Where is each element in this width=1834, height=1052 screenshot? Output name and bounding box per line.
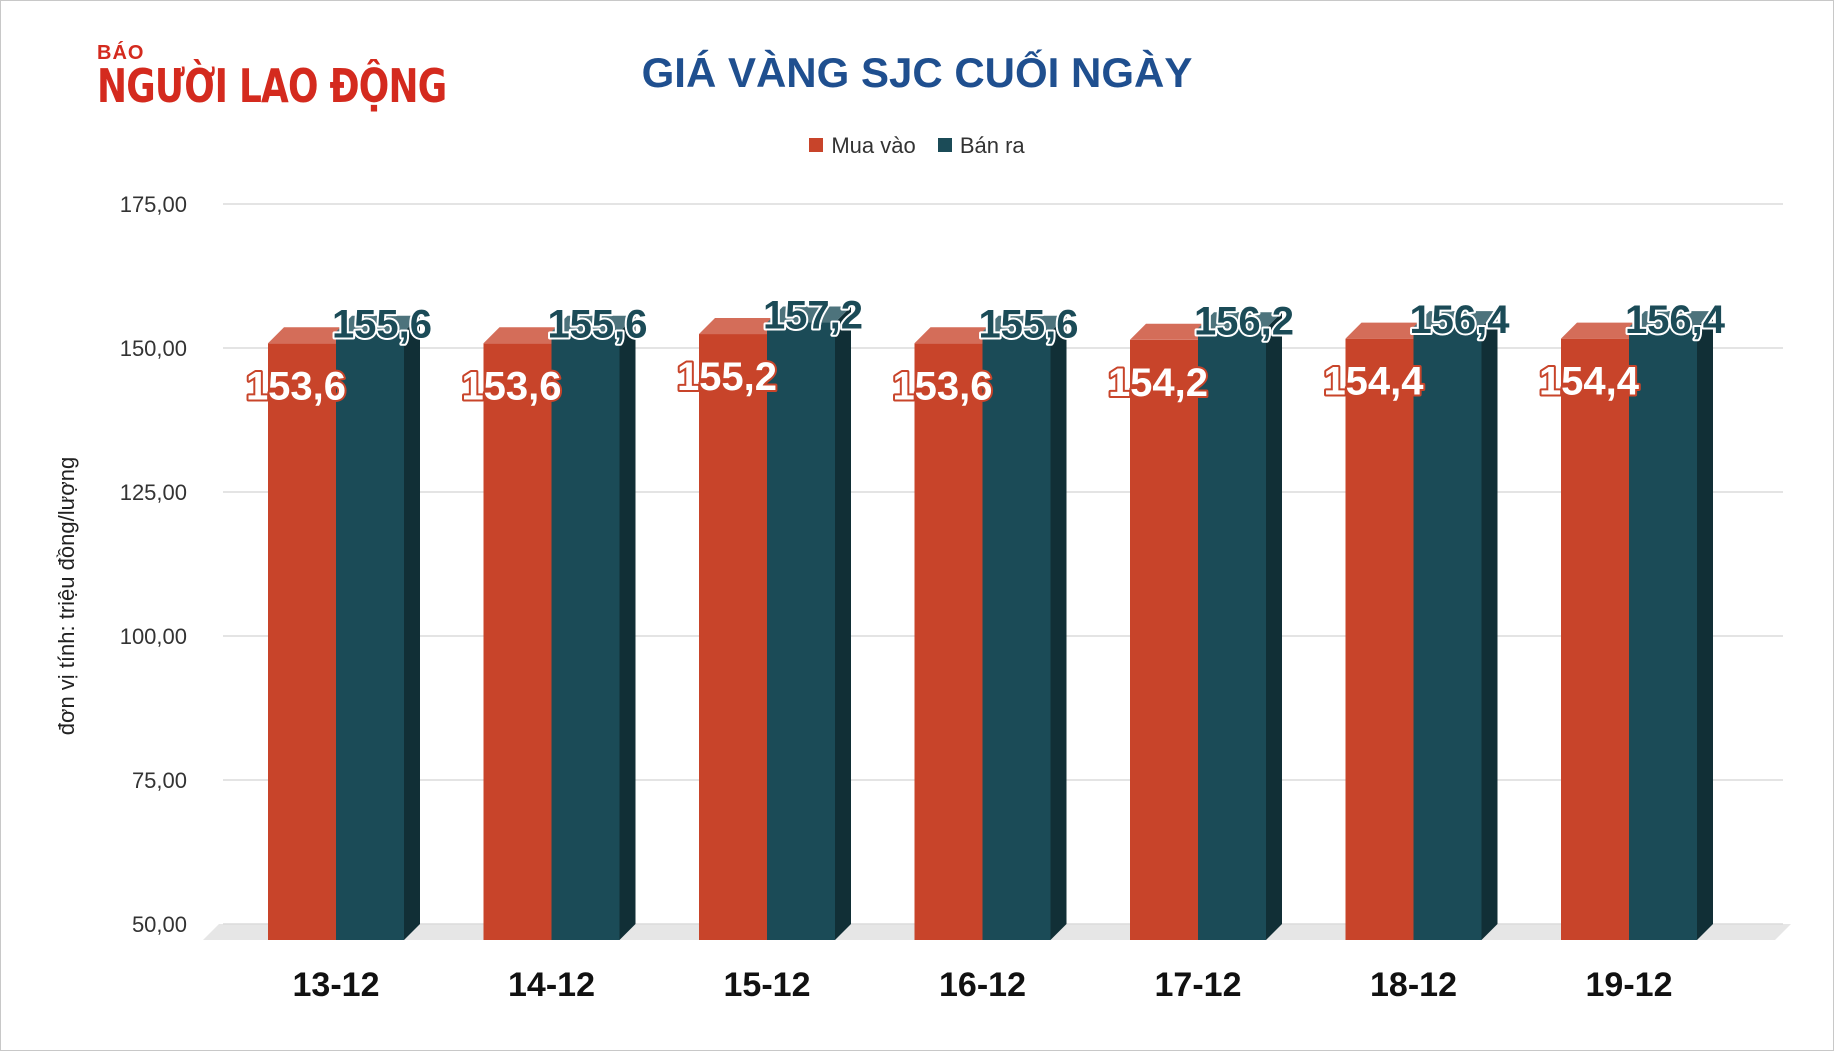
value-label-buy-15-12: 155,2 [677, 355, 777, 399]
bar-buy-15-12 [699, 334, 767, 941]
bar-side-sell-17-12 [1266, 312, 1282, 941]
y-tick-label: 125,00 [120, 480, 187, 505]
value-label-buy-13-12: 153,6 [246, 364, 346, 408]
bar-buy-14-12 [483, 343, 552, 940]
bar-top-buy-15-12 [699, 318, 783, 335]
legend-item-buy: Mua vào [809, 133, 916, 159]
bar-side-sell-19-12 [1697, 311, 1713, 940]
y-tick-label: 100,00 [120, 624, 187, 649]
value-label-buy-16-12: 153,6 [892, 364, 992, 408]
bar-sell-15-12 [767, 322, 835, 940]
y-tick-label: 175,00 [120, 192, 187, 217]
bar-top-sell-19-12 [1629, 311, 1713, 328]
x-tick-label-13-12: 13-12 [293, 966, 380, 1004]
bar-top-sell-14-12 [551, 315, 636, 332]
legend-swatch-sell [937, 138, 952, 153]
bar-side-sell-13-12 [404, 315, 420, 940]
bar-buy-19-12 [1561, 338, 1629, 940]
value-label-sell-13-12: 155,6 [332, 303, 432, 347]
value-label-sell-19-12: 156,4 [1625, 298, 1726, 342]
bar-buy-13-12 [268, 343, 336, 940]
bar-buy-16-12 [914, 343, 983, 940]
bar-top-buy-16-12 [914, 327, 999, 344]
value-label-buy-19-12: 154,4 [1539, 360, 1640, 404]
bar-side-sell-18-12 [1481, 311, 1498, 940]
brand-logo: BÁO NGƯỜI LAO ĐỘNG [97, 43, 545, 109]
bar-sell-19-12 [1629, 327, 1697, 940]
bar-top-buy-19-12 [1561, 322, 1645, 339]
bar-sell-16-12 [982, 331, 1051, 940]
bar-top-sell-13-12 [336, 315, 420, 332]
value-label-sell-14-12: 155,6 [547, 303, 647, 347]
bar-top-sell-15-12 [767, 306, 851, 323]
brand-logo-small: BÁO [97, 42, 145, 64]
x-tick-label-19-12: 19-12 [1586, 966, 1673, 1004]
brand-logo-name: NGƯỜI LAO ĐỘNG [97, 59, 447, 113]
value-label-sell-16-12: 155,6 [978, 303, 1078, 347]
value-label-sell-17-12: 156,2 [1194, 299, 1294, 343]
legend-label-buy: Mua vào [831, 133, 916, 158]
x-tick-label-15-12: 15-12 [724, 966, 811, 1004]
value-label-sell-18-12: 156,4 [1409, 298, 1510, 342]
y-tick-label: 150,00 [120, 336, 187, 361]
bar-side-sell-14-12 [619, 315, 636, 940]
bar-top-sell-16-12 [982, 315, 1067, 332]
bar-side-sell-16-12 [1050, 315, 1067, 940]
bar-sell-13-12 [336, 331, 404, 940]
bar-top-buy-18-12 [1345, 322, 1430, 339]
bar-top-sell-18-12 [1413, 311, 1498, 328]
bar-sell-17-12 [1198, 328, 1266, 941]
bar-top-buy-13-12 [268, 327, 352, 344]
bar-top-buy-14-12 [483, 327, 568, 344]
x-tick-label-16-12: 16-12 [939, 966, 1026, 1004]
bar-side-sell-15-12 [835, 306, 851, 940]
value-label-buy-18-12: 154,4 [1323, 360, 1424, 404]
value-label-sell-15-12: 157,2 [763, 294, 863, 338]
bar-sell-18-12 [1413, 327, 1482, 940]
bar-buy-18-12 [1345, 338, 1414, 940]
x-tick-label-14-12: 14-12 [508, 966, 595, 1004]
x-tick-label-17-12: 17-12 [1155, 966, 1242, 1004]
bar-top-sell-17-12 [1198, 312, 1282, 329]
legend-label-sell: Bán ra [959, 133, 1025, 158]
chart-title: GIÁ VÀNG SJC CUỐI NGÀY [641, 49, 1193, 96]
legend-item-sell: Bán ra [937, 133, 1025, 159]
x-tick-label-18-12: 18-12 [1370, 966, 1457, 1004]
bar-sell-14-12 [551, 331, 620, 940]
y-tick-label: 75,00 [132, 768, 187, 793]
legend-swatch-buy [809, 138, 824, 153]
chart-legend: Mua vào Bán ra [1, 133, 1833, 159]
value-label-buy-17-12: 154,2 [1108, 361, 1208, 405]
value-label-buy-14-12: 153,6 [461, 364, 561, 408]
bar-buy-17-12 [1130, 339, 1198, 941]
bar-top-buy-17-12 [1130, 323, 1214, 340]
y-tick-label: 50,00 [132, 912, 187, 937]
